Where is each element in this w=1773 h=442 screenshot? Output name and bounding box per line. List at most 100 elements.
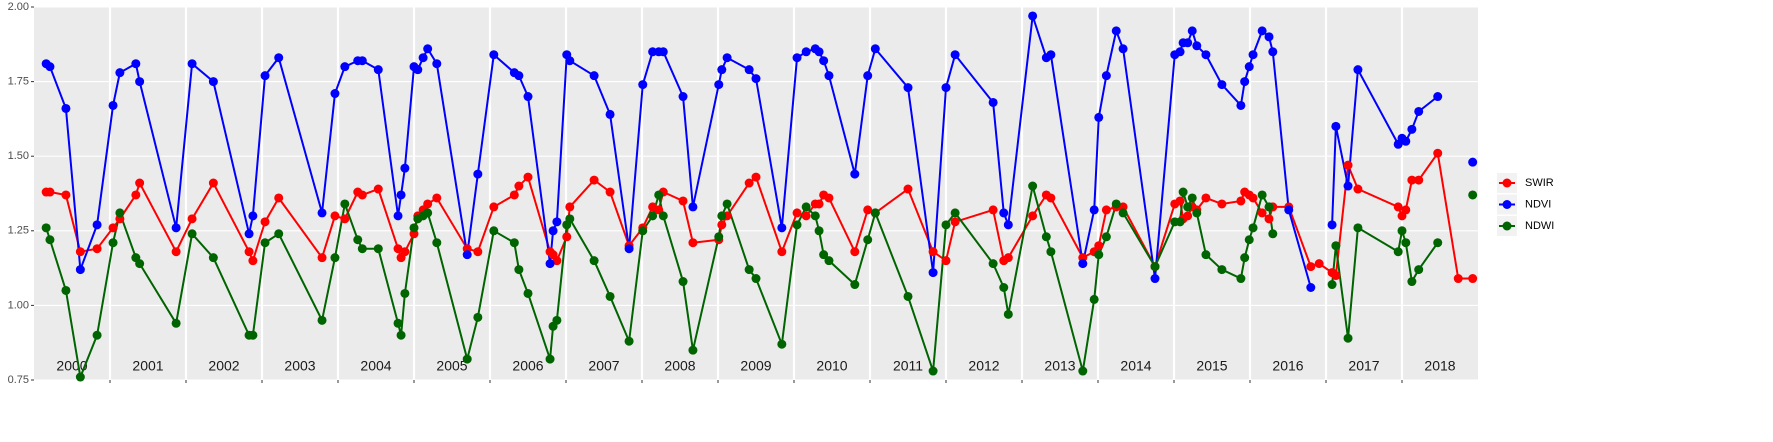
point — [744, 265, 754, 275]
point — [373, 244, 383, 254]
legend-point — [1502, 221, 1512, 231]
point — [1094, 112, 1104, 122]
point — [1414, 106, 1424, 116]
point — [589, 71, 599, 81]
year-label: 2002 — [208, 358, 239, 374]
point — [801, 202, 811, 212]
point — [1284, 205, 1294, 215]
point — [489, 226, 499, 236]
y-tick-label: 1.25 — [8, 225, 29, 237]
point — [722, 53, 732, 63]
y-tick-label: 0.75 — [8, 374, 29, 386]
point — [1433, 148, 1443, 158]
point — [941, 256, 951, 266]
point — [413, 65, 423, 75]
point — [489, 50, 499, 60]
year-label: 2010 — [816, 358, 847, 374]
point — [400, 288, 410, 298]
point — [330, 89, 340, 99]
point — [400, 163, 410, 173]
point — [1236, 100, 1246, 110]
point — [1264, 202, 1274, 212]
point — [688, 345, 698, 355]
point — [751, 74, 761, 84]
point — [1118, 44, 1128, 54]
point — [340, 62, 350, 72]
point — [1414, 175, 1424, 185]
point — [1028, 211, 1038, 221]
point — [274, 229, 284, 239]
point — [1343, 160, 1353, 170]
point — [357, 244, 367, 254]
point — [928, 268, 938, 278]
point — [1175, 47, 1185, 57]
point — [950, 217, 960, 227]
point — [1028, 11, 1038, 21]
point — [870, 44, 880, 54]
point — [396, 330, 406, 340]
point — [624, 336, 634, 346]
point — [131, 59, 141, 69]
y-tick-label: 1.75 — [8, 76, 29, 88]
point — [340, 199, 350, 209]
point — [658, 47, 668, 57]
point — [1094, 250, 1104, 260]
point — [108, 223, 118, 233]
point — [473, 247, 483, 257]
point — [999, 208, 1009, 218]
point — [1257, 190, 1267, 200]
point — [509, 190, 519, 200]
point — [274, 53, 284, 63]
point — [1264, 32, 1274, 42]
point — [903, 83, 913, 93]
point — [751, 172, 761, 182]
point — [340, 214, 350, 224]
point — [548, 226, 558, 236]
point — [92, 244, 102, 254]
point — [648, 211, 658, 221]
point — [1041, 232, 1051, 242]
point — [814, 47, 824, 57]
point — [717, 65, 727, 75]
point — [171, 247, 181, 257]
y-tick-label: 1.50 — [8, 150, 29, 162]
point — [1078, 366, 1088, 376]
point — [317, 208, 327, 218]
point — [552, 315, 562, 325]
point — [1314, 259, 1324, 269]
point — [423, 208, 433, 218]
point — [274, 193, 284, 203]
point — [208, 253, 218, 263]
point — [903, 184, 913, 194]
point — [473, 312, 483, 322]
year-label: 2011 — [893, 358, 923, 374]
point — [523, 92, 533, 102]
year-label: 2017 — [1348, 358, 1379, 374]
point — [1407, 277, 1417, 287]
point — [903, 291, 913, 301]
point — [260, 71, 270, 81]
point — [92, 330, 102, 340]
point — [1003, 253, 1013, 263]
point — [432, 59, 442, 69]
point — [1078, 259, 1088, 269]
point — [514, 71, 524, 81]
point — [1150, 262, 1160, 272]
point — [801, 47, 811, 57]
point — [244, 247, 254, 257]
point — [45, 235, 55, 245]
point — [1353, 223, 1363, 233]
point — [658, 211, 668, 221]
point — [1453, 274, 1463, 284]
point — [92, 220, 102, 230]
point — [638, 226, 648, 236]
point — [1183, 202, 1193, 212]
point — [1101, 71, 1111, 81]
point — [988, 259, 998, 269]
point — [1192, 41, 1202, 51]
point — [260, 217, 270, 227]
point — [589, 175, 599, 185]
point — [928, 247, 938, 257]
point — [717, 220, 727, 230]
